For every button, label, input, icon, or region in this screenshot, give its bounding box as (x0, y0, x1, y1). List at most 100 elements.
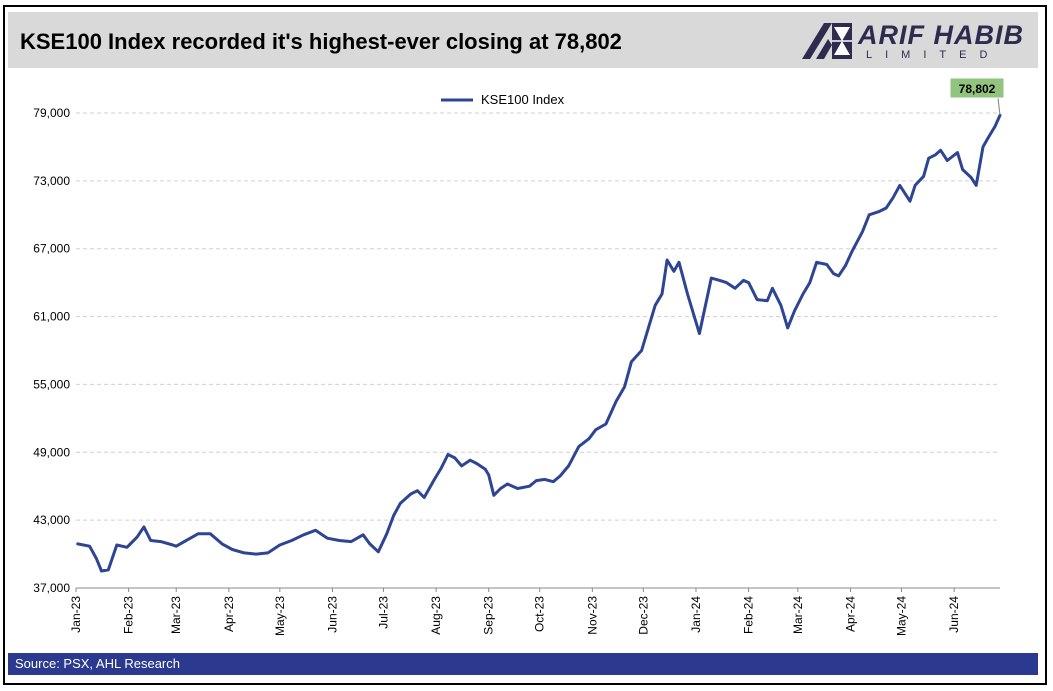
data-point (475, 462, 479, 465)
data-point (135, 535, 139, 539)
data-point (939, 149, 942, 152)
data-point (460, 464, 463, 468)
data-point (927, 157, 930, 160)
data-point (766, 299, 769, 302)
data-point (377, 550, 380, 554)
y-tick-label: 49,000 (33, 445, 70, 459)
logo-wordmark: ARIF HABIB (858, 20, 1024, 50)
data-point (314, 529, 317, 532)
x-tick-label: Dec-23 (636, 596, 650, 635)
y-tick-label: 37,000 (33, 581, 70, 595)
data-point (640, 349, 643, 352)
x-tick-label: Jul-23 (376, 596, 390, 629)
x-tick-label: Apr-23 (222, 596, 236, 632)
data-point (125, 546, 129, 549)
data-point (913, 184, 917, 187)
data-point (254, 552, 258, 556)
data-point (468, 459, 472, 462)
data-point (338, 539, 341, 542)
data-point (981, 145, 985, 149)
data-point (349, 540, 353, 543)
data-point (499, 487, 502, 490)
data-point (755, 298, 759, 301)
data-point (815, 261, 818, 264)
data-point (623, 385, 626, 388)
data-point (422, 496, 426, 499)
x-tick-label: Mar-23 (169, 596, 183, 634)
x-tick-label: Jun-23 (325, 596, 339, 633)
x-tick-label: Sep-23 (482, 596, 496, 635)
x-tick-label: Apr-24 (844, 596, 858, 632)
data-point (718, 279, 721, 282)
data-point (528, 485, 531, 488)
x-tick-label: May-23 (273, 596, 287, 636)
data-point (934, 153, 937, 157)
data-point (884, 206, 888, 210)
data-point (891, 196, 895, 200)
data-point (242, 551, 246, 555)
data-point (660, 292, 664, 296)
data-point (677, 261, 681, 264)
data-point (706, 292, 710, 296)
data-point (998, 114, 1002, 117)
annotation-label: 78,802 (959, 82, 996, 96)
arif-habib-logo-icon (802, 23, 852, 59)
data-point (698, 332, 701, 335)
data-point (484, 468, 487, 471)
data-point (487, 473, 490, 477)
data-point (630, 360, 633, 364)
data-point (552, 480, 555, 483)
data-point (220, 542, 224, 546)
x-tick-label: Feb-23 (122, 596, 136, 634)
data-point (686, 292, 689, 296)
x-tick-label: Jan-24 (689, 596, 703, 633)
data-point (665, 258, 669, 262)
data-point (868, 213, 871, 216)
data-point (725, 281, 728, 284)
data-point (567, 464, 570, 468)
data-point (647, 326, 650, 330)
data-point (604, 422, 608, 426)
data-point (115, 543, 118, 547)
annotation-leader (997, 97, 1001, 116)
data-point (878, 210, 881, 213)
data-point (453, 456, 456, 460)
data-point (653, 304, 657, 307)
series-line-kse100 (76, 113, 1002, 573)
y-tick-label: 61,000 (33, 310, 70, 324)
x-tick-label: May-24 (894, 596, 908, 636)
data-point (439, 466, 443, 470)
data-point (399, 501, 402, 505)
data-point (672, 270, 676, 273)
data-point (851, 249, 854, 253)
data-point (594, 428, 597, 431)
data-point (492, 494, 496, 497)
data-point (107, 568, 110, 572)
data-point (742, 279, 745, 282)
data-point (197, 532, 200, 535)
data-point (837, 274, 840, 278)
data-point (956, 151, 959, 154)
data-point (409, 492, 412, 496)
data-point (771, 287, 774, 290)
data-point (993, 125, 997, 128)
x-tick-label: Oct-23 (533, 596, 547, 632)
x-tick-label: Feb-24 (742, 596, 756, 634)
data-point (969, 176, 973, 179)
data-point (587, 437, 591, 440)
y-tick-label: 43,000 (33, 513, 70, 527)
data-point (433, 478, 436, 481)
y-tick-label: 55,000 (33, 377, 70, 391)
data-point (326, 537, 329, 540)
logo-subtitle: LIMITED (866, 49, 1001, 61)
source-bar: Source: PSX, AHL Research (8, 653, 1038, 675)
data-point (266, 551, 270, 555)
x-tick-label: Nov-23 (585, 596, 599, 635)
data-point (779, 304, 783, 307)
data-point (88, 544, 91, 548)
x-tick-label: Jun-24 (947, 596, 961, 633)
data-point (543, 478, 546, 481)
data-point (577, 445, 580, 448)
data-point (747, 281, 750, 284)
chart-title: KSE100 Index recorded it's highest-ever … (20, 29, 622, 54)
